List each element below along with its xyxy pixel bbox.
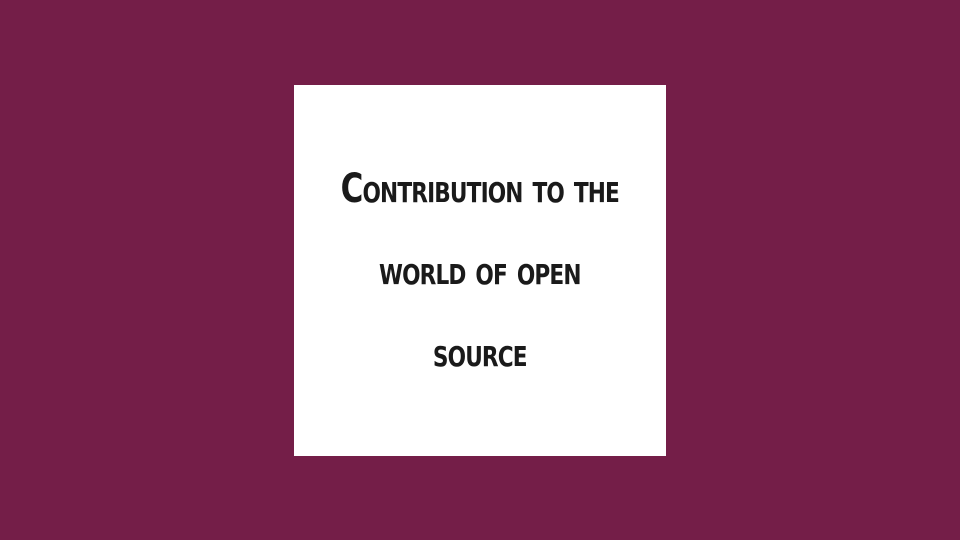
title-line-3: source: [433, 329, 528, 376]
slide-title: Contribution to the world of open source: [334, 148, 626, 394]
title-line-2: world of open: [379, 247, 581, 294]
title-card: Contribution to the world of open source: [294, 85, 666, 456]
title-line-1: Contribution to the: [340, 165, 620, 212]
